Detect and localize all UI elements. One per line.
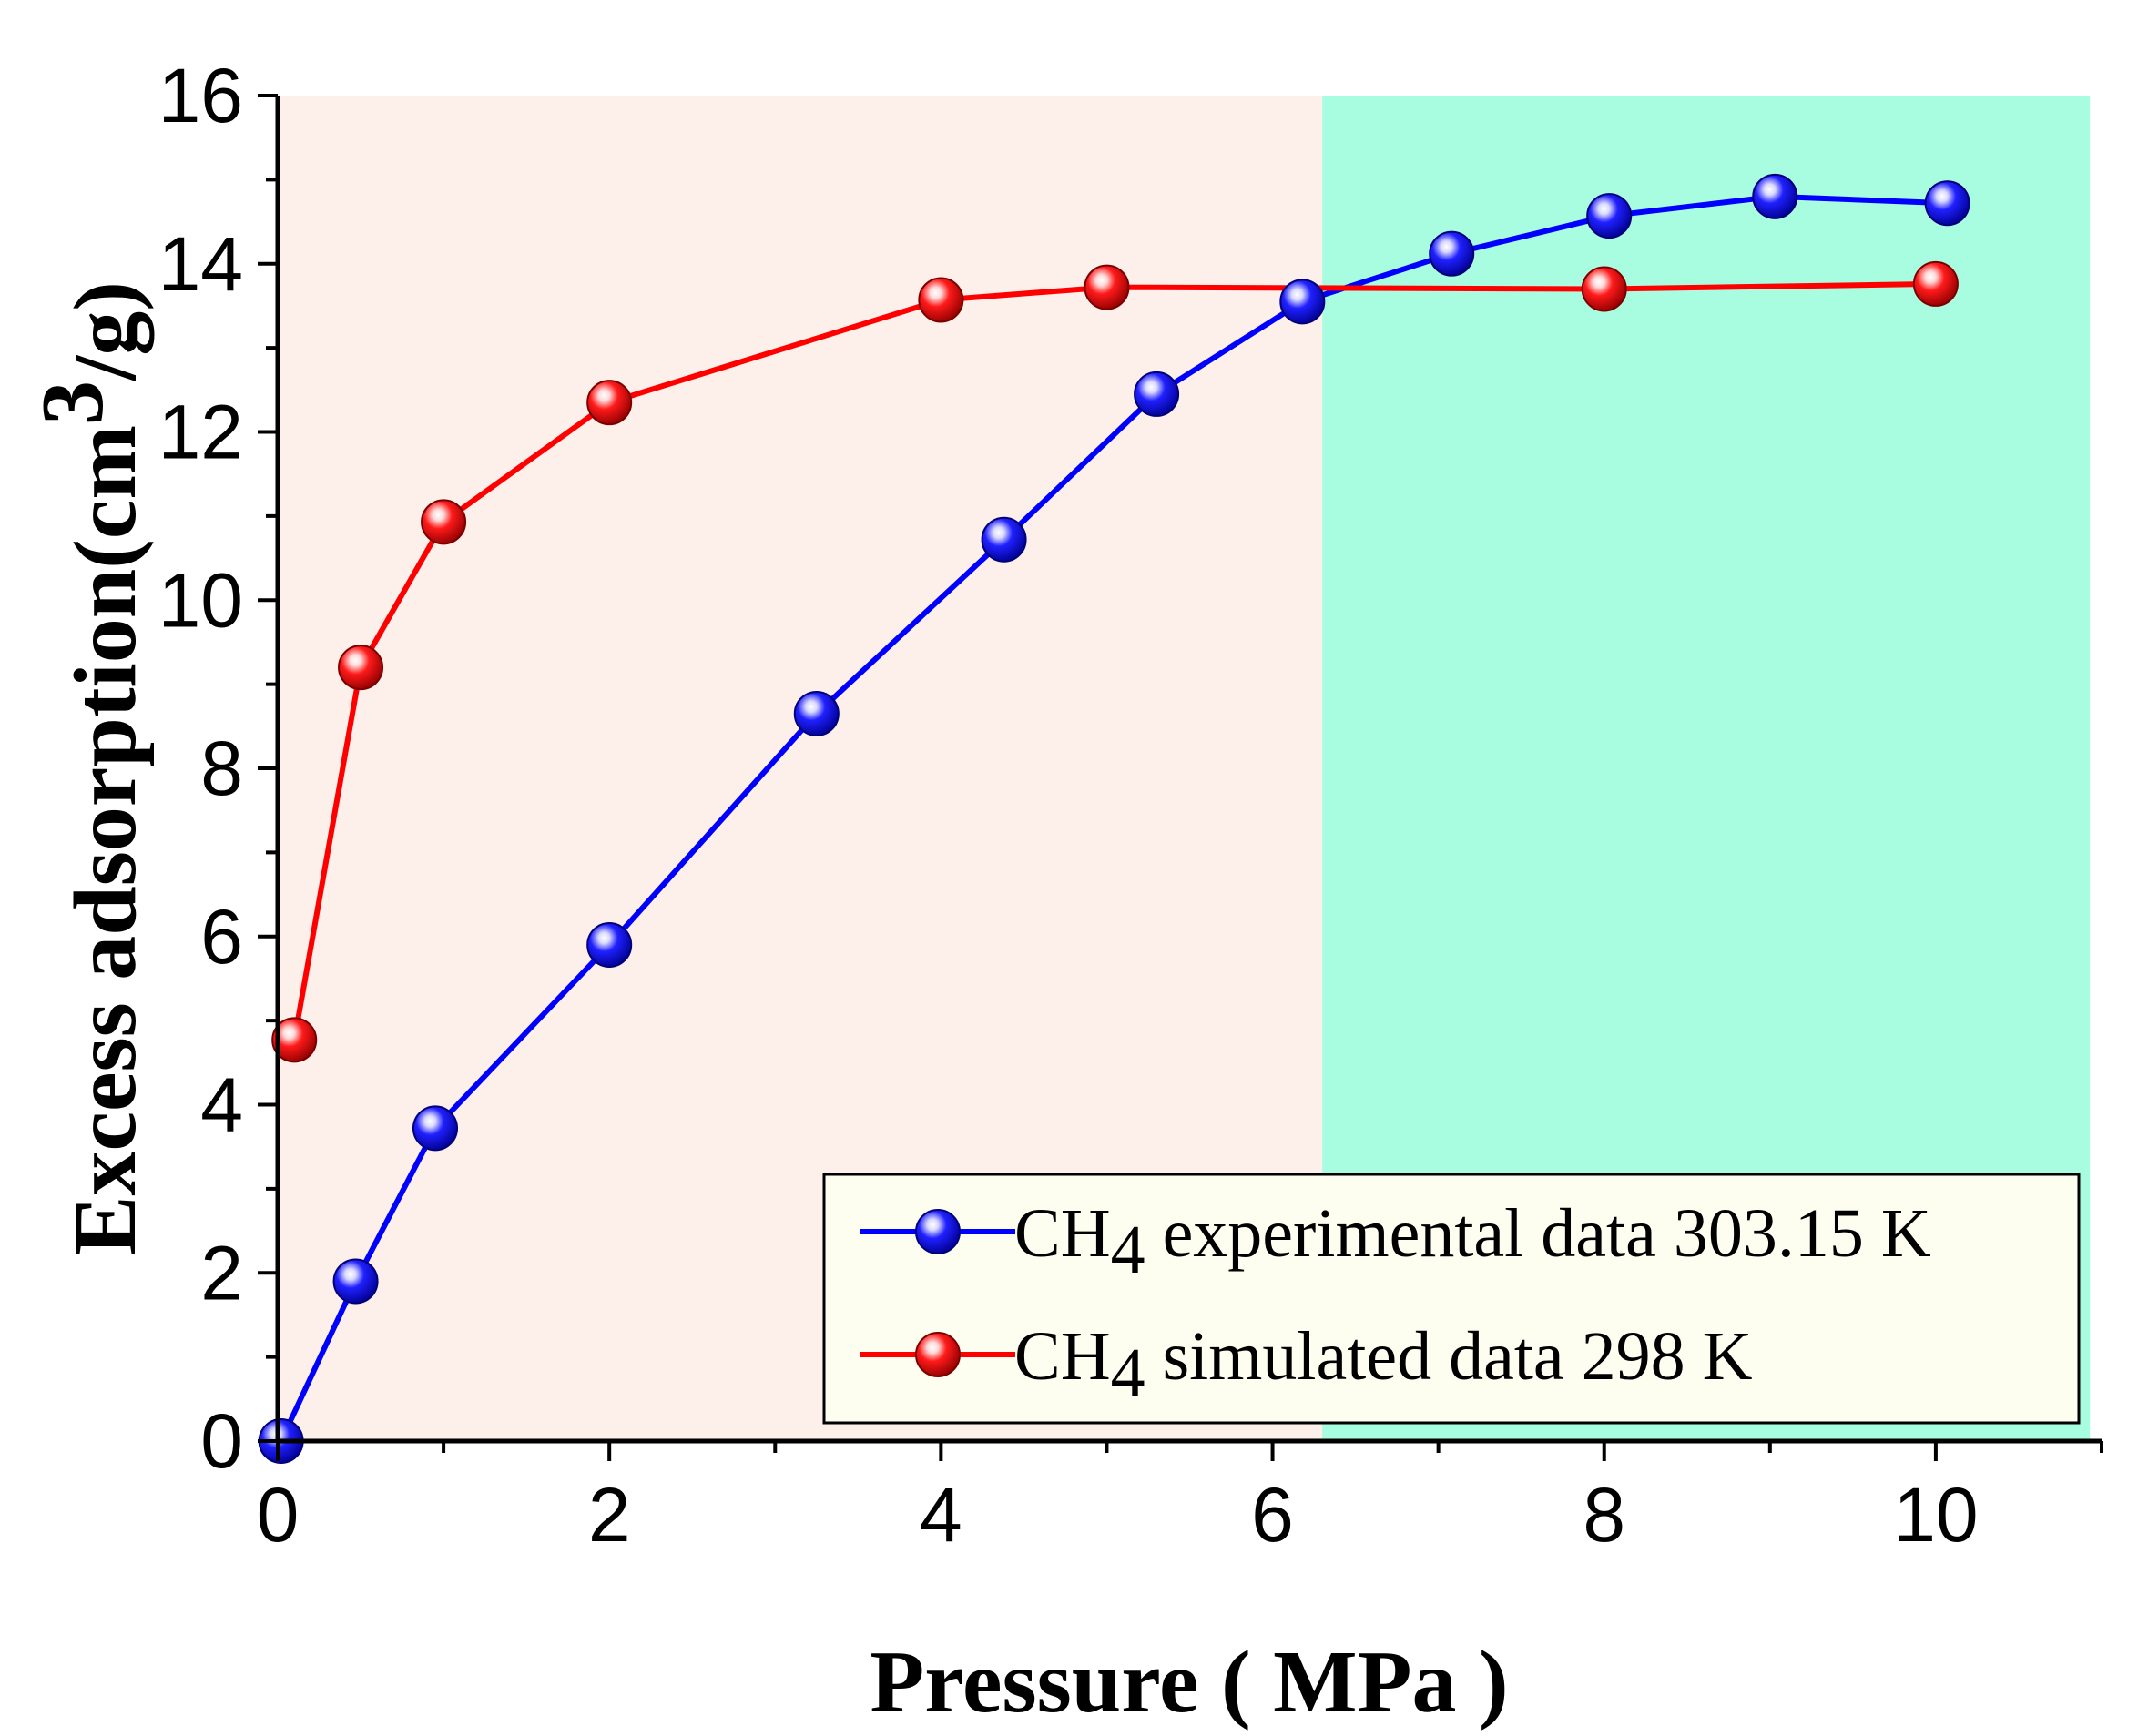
legend-label-simulated-main: CH bbox=[1014, 1318, 1111, 1395]
data-point-series-0 bbox=[1752, 173, 1798, 219]
data-point-series-1 bbox=[271, 1017, 318, 1063]
data-point-series-1 bbox=[586, 380, 633, 426]
data-point-series-1 bbox=[338, 645, 384, 691]
x-tick-label: 8 bbox=[1583, 1472, 1625, 1558]
y-tick-label: 14 bbox=[158, 221, 243, 307]
data-point-series-0 bbox=[1134, 371, 1180, 417]
data-point-series-0 bbox=[586, 921, 633, 968]
legend-entry-experimental: CH4 experimental data 303.15 K bbox=[860, 1195, 1931, 1288]
x-tick-label: 10 bbox=[1893, 1472, 1978, 1558]
y-tick-label: 2 bbox=[200, 1230, 243, 1315]
x-tick-label: 2 bbox=[588, 1472, 631, 1558]
x-tick-label: 0 bbox=[257, 1472, 300, 1558]
legend-label-simulated-rest: simulated data 298 K bbox=[1145, 1318, 1753, 1395]
legend-label-simulated: CH4 simulated data 298 K bbox=[1014, 1318, 1753, 1411]
data-point-series-0 bbox=[1429, 230, 1475, 277]
data-point-series-0 bbox=[793, 690, 840, 736]
data-point-series-0 bbox=[332, 1258, 379, 1305]
data-point-series-0 bbox=[1924, 180, 1970, 227]
x-tick-label: 6 bbox=[1251, 1472, 1294, 1558]
legend-marker-experimental bbox=[915, 1209, 961, 1254]
legend-label-experimental: CH4 experimental data 303.15 K bbox=[1014, 1195, 1931, 1288]
legend-label-simulated-sub: 4 bbox=[1111, 1335, 1145, 1411]
legend: CH4 experimental data 303.15 K CH4 simul… bbox=[822, 1173, 2081, 1425]
y-tick-label: 12 bbox=[158, 390, 243, 475]
x-tick-label: 4 bbox=[920, 1472, 962, 1558]
y-tick-label: 6 bbox=[200, 894, 243, 980]
y-axis-title: Excess adsorption(cm3/g) bbox=[24, 281, 155, 1255]
y-ticks: 0 2 4 6 8 10 12 14 16 bbox=[158, 53, 278, 1484]
series-line-0 bbox=[278, 193, 1948, 1443]
data-point-series-0 bbox=[1586, 193, 1633, 239]
legend-marker-simulated bbox=[915, 1332, 961, 1377]
legend-label-experimental-sub: 4 bbox=[1111, 1212, 1145, 1288]
series-line-1 bbox=[291, 280, 1936, 1041]
background-regions bbox=[278, 96, 2091, 1441]
x-axis-title: Pressure ( MPa ) bbox=[870, 1633, 1508, 1731]
legend-label-experimental-rest: experimental data 303.15 K bbox=[1145, 1195, 1931, 1272]
legend-box bbox=[822, 1173, 2081, 1425]
y-tick-label: 0 bbox=[200, 1398, 243, 1484]
y-axis-title-tail: /g) bbox=[56, 281, 155, 381]
data-point-series-1 bbox=[918, 277, 964, 323]
y-axis-title-sup: 3 bbox=[24, 381, 122, 425]
series-points bbox=[258, 173, 1970, 1464]
y-tick-label: 10 bbox=[158, 557, 243, 643]
series-lines bbox=[278, 193, 1948, 1443]
data-point-series-0 bbox=[412, 1105, 458, 1152]
data-point-series-1 bbox=[1912, 260, 1959, 307]
x-ticks: 0 2 4 6 8 10 bbox=[257, 1441, 2103, 1558]
data-point-series-1 bbox=[1084, 264, 1130, 310]
data-point-series-1 bbox=[421, 499, 467, 545]
legend-entry-simulated: CH4 simulated data 298 K bbox=[860, 1318, 1753, 1411]
data-point-series-0 bbox=[981, 516, 1027, 563]
y-tick-label: 4 bbox=[200, 1062, 243, 1148]
y-tick-label: 16 bbox=[158, 53, 243, 138]
axes: 0 2 4 6 8 10 0 2 4 6 8 10 12 14 16 bbox=[158, 53, 2103, 1558]
y-tick-label: 8 bbox=[200, 726, 243, 811]
y-axis-title-main: Excess adsorption(cm bbox=[56, 425, 155, 1255]
data-point-series-0 bbox=[1279, 279, 1326, 325]
legend-label-experimental-main: CH bbox=[1014, 1195, 1111, 1272]
data-point-series-1 bbox=[1581, 266, 1627, 312]
